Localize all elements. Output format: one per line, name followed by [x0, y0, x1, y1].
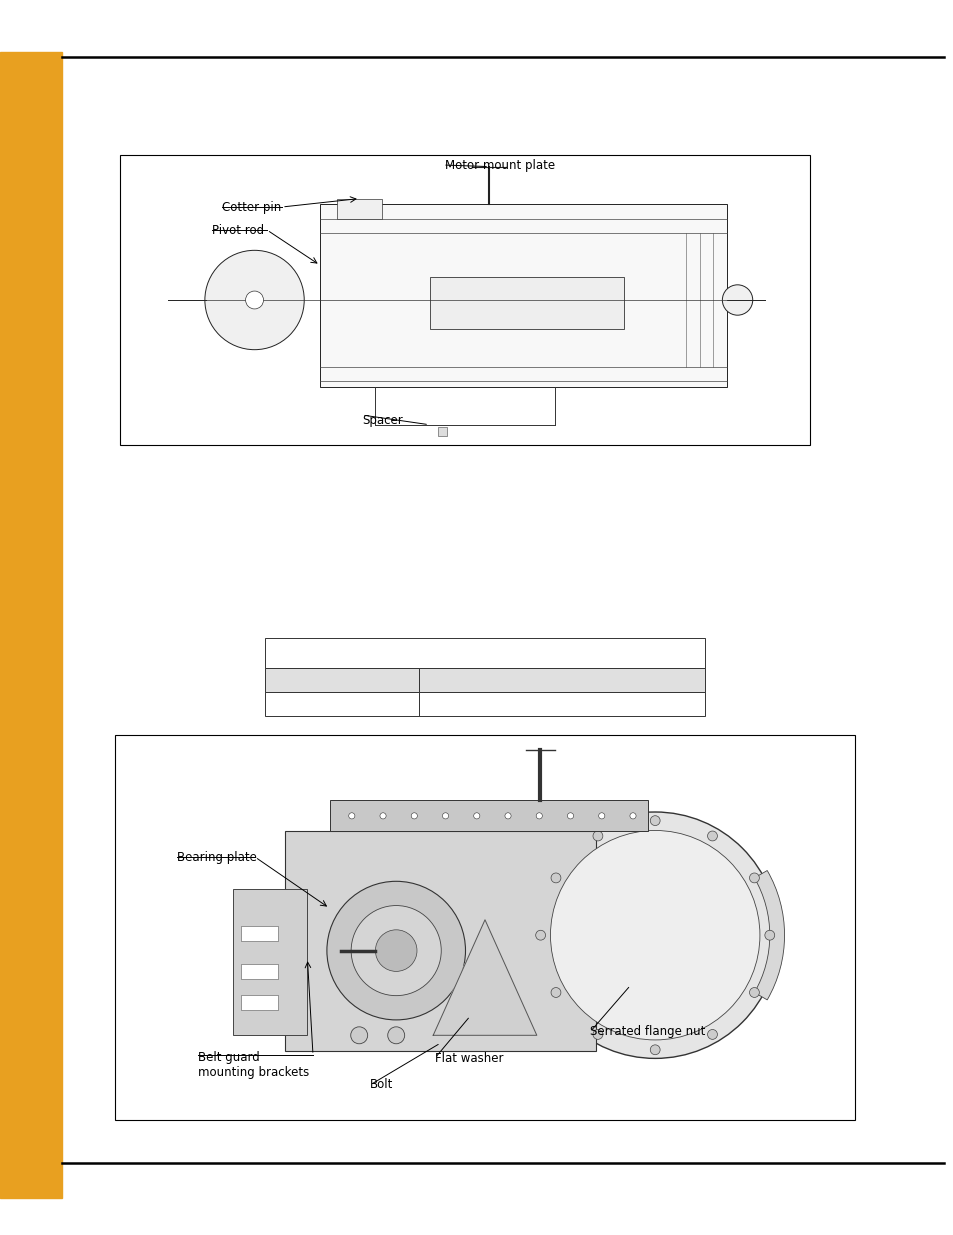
- Text: Bolt: Bolt: [370, 1078, 393, 1092]
- Bar: [115, 735, 854, 1120]
- Circle shape: [536, 930, 545, 940]
- Polygon shape: [433, 920, 537, 1035]
- Wedge shape: [754, 871, 783, 1000]
- Circle shape: [551, 988, 560, 998]
- Text: Serrated flange nut: Serrated flange nut: [589, 1025, 704, 1039]
- Text: Spacer: Spacer: [361, 414, 402, 426]
- Circle shape: [593, 831, 602, 841]
- Circle shape: [411, 813, 416, 819]
- Circle shape: [351, 905, 441, 995]
- Bar: [430, 277, 623, 329]
- Text: Motor mount plate: Motor mount plate: [444, 158, 555, 172]
- Bar: [265, 668, 418, 692]
- Bar: [337, 199, 382, 219]
- Circle shape: [532, 811, 778, 1058]
- Text: Belt guard
mounting brackets: Belt guard mounting brackets: [198, 1051, 309, 1079]
- Circle shape: [550, 830, 760, 1040]
- Circle shape: [629, 813, 636, 819]
- Circle shape: [598, 813, 604, 819]
- Circle shape: [375, 930, 416, 972]
- Bar: [437, 426, 447, 436]
- Bar: [418, 668, 704, 692]
- Circle shape: [245, 291, 263, 309]
- Bar: [240, 995, 277, 1010]
- Circle shape: [351, 1026, 367, 1044]
- Bar: [418, 692, 704, 716]
- Text: Flat washer: Flat washer: [435, 1051, 503, 1065]
- Circle shape: [379, 813, 386, 819]
- Circle shape: [327, 882, 465, 1020]
- Bar: [233, 889, 307, 1035]
- Circle shape: [442, 813, 448, 819]
- Circle shape: [707, 1030, 717, 1040]
- Bar: [120, 156, 809, 445]
- Bar: [240, 965, 277, 979]
- Circle shape: [749, 988, 759, 998]
- Circle shape: [650, 815, 659, 825]
- Circle shape: [749, 873, 759, 883]
- Circle shape: [707, 831, 717, 841]
- Bar: [329, 800, 647, 831]
- Text: Bearing plate: Bearing plate: [177, 851, 256, 863]
- Circle shape: [349, 813, 355, 819]
- Circle shape: [593, 1030, 602, 1040]
- Bar: [0, 52, 62, 1198]
- Circle shape: [721, 285, 752, 315]
- Bar: [285, 831, 596, 1051]
- Circle shape: [474, 813, 479, 819]
- Circle shape: [551, 873, 560, 883]
- Circle shape: [650, 1045, 659, 1055]
- Bar: [265, 638, 704, 668]
- Circle shape: [504, 813, 511, 819]
- Circle shape: [536, 813, 541, 819]
- Text: Cotter pin: Cotter pin: [222, 200, 281, 214]
- Circle shape: [205, 251, 304, 350]
- Bar: [240, 925, 277, 941]
- Bar: [265, 692, 418, 716]
- Circle shape: [387, 1026, 404, 1044]
- Circle shape: [567, 813, 573, 819]
- Circle shape: [764, 930, 774, 940]
- Bar: [320, 204, 726, 387]
- Text: Pivot rod: Pivot rod: [212, 224, 264, 236]
